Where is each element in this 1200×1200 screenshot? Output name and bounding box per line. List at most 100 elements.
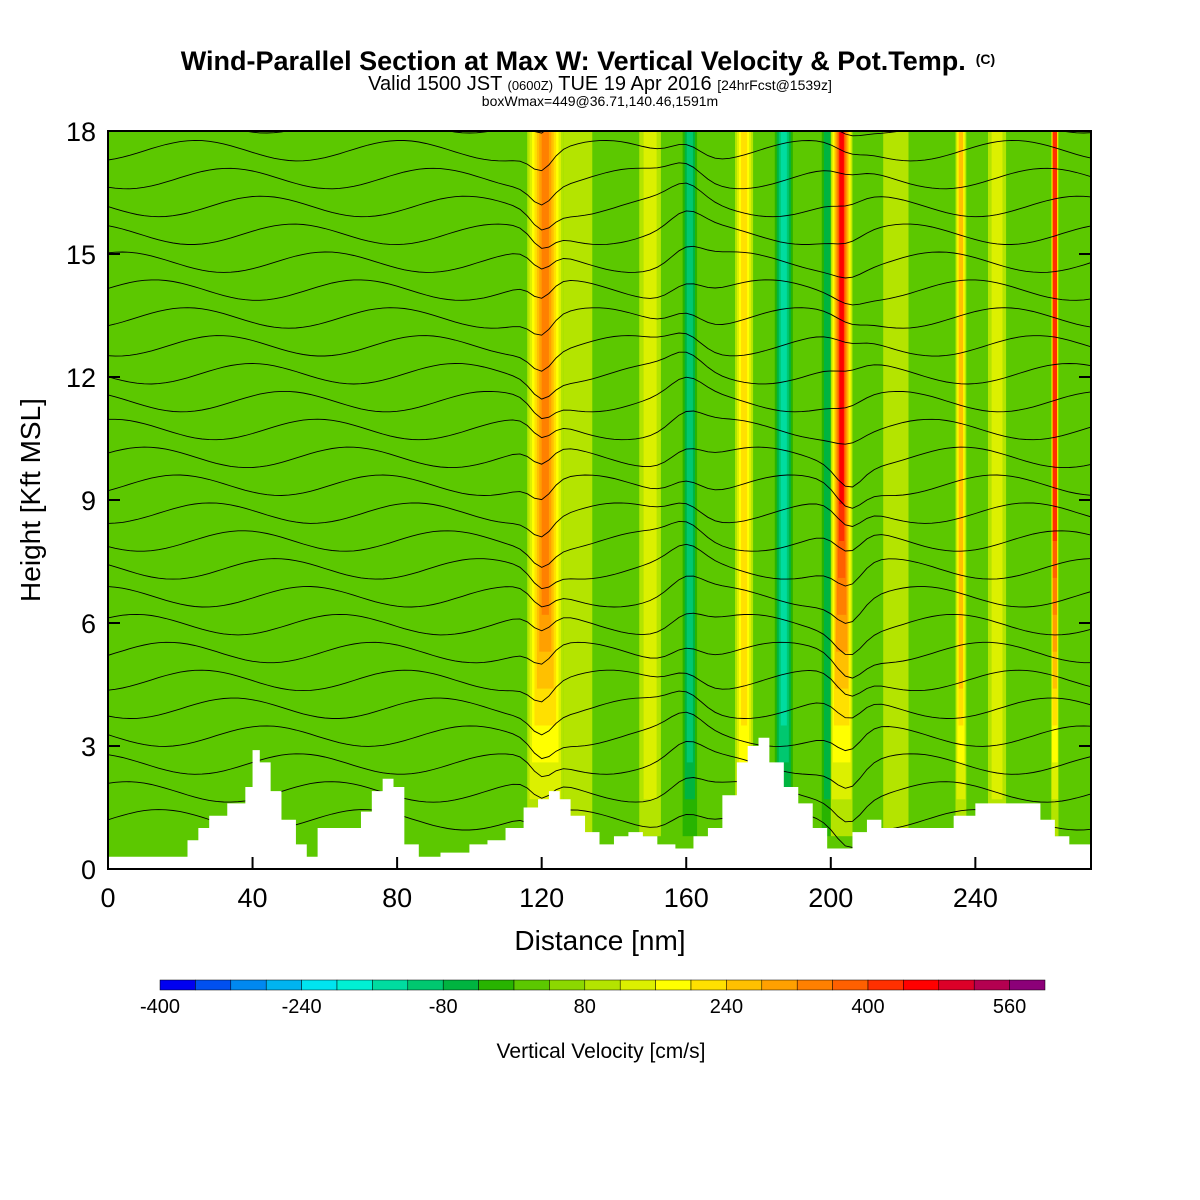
subtitle-valid: Valid 1500 JST bbox=[368, 73, 502, 95]
subtitle-forecast: [24hrFcst@1539z] bbox=[717, 77, 832, 93]
theta-contour-11 bbox=[108, 502, 1091, 538]
colorbar-swatch-18 bbox=[796, 979, 833, 991]
x-axis-label: Distance [nm] bbox=[514, 925, 685, 956]
y-tick-label-18: 18 bbox=[66, 117, 96, 147]
colorbar-swatch-5 bbox=[336, 979, 373, 991]
theta-contour-20 bbox=[108, 245, 1091, 279]
subtitle-date: TUE 19 Apr 2016 bbox=[558, 73, 711, 95]
terrain-profile bbox=[108, 737, 1091, 869]
colorbar-label-4: 240 bbox=[710, 996, 743, 1018]
x-tick-label-40: 40 bbox=[238, 883, 268, 913]
x-tick-label-240: 240 bbox=[953, 883, 998, 913]
chart-title-main: Wind-Parallel Section at Max W: Vertical… bbox=[181, 46, 966, 76]
velocity-band-11-level-8 bbox=[1052, 131, 1058, 541]
theta-contours bbox=[108, 131, 1091, 848]
colorbar-swatch-10 bbox=[513, 979, 550, 991]
theta-contour-19 bbox=[108, 279, 1091, 306]
theta-contour-23 bbox=[108, 162, 1091, 206]
colorbar-swatch-16 bbox=[726, 979, 763, 991]
x-tick-label-200: 200 bbox=[808, 883, 853, 913]
colorbar-swatch-13 bbox=[619, 979, 656, 991]
velocity-band-7-level-9 bbox=[839, 131, 844, 505]
velocity-band-6-level-3 bbox=[741, 131, 748, 726]
colorbar-swatch-6 bbox=[372, 979, 409, 991]
theta-contour-15 bbox=[108, 376, 1091, 420]
colorbar-swatch-4 bbox=[301, 979, 338, 991]
theta-contour-24 bbox=[108, 139, 1091, 172]
velocity-band-1-level-3 bbox=[780, 131, 787, 726]
colorbar-swatch-19 bbox=[832, 979, 869, 991]
colorbar-label-2: -80 bbox=[429, 996, 458, 1018]
theta-contour-6 bbox=[108, 641, 1091, 679]
theta-contour-3 bbox=[108, 711, 1091, 760]
chart-title-mark: (C) bbox=[976, 51, 995, 67]
chart-title: Wind-Parallel Section at Max W: Vertical… bbox=[181, 46, 995, 76]
colorbar-swatch-7 bbox=[407, 979, 444, 991]
chart-subtitle: Valid 1500 JST (0600Z) TUE 19 Apr 2016 [… bbox=[368, 73, 832, 95]
y-axis-label: Height [Kft MSL] bbox=[15, 398, 46, 602]
colorbar-swatch-21 bbox=[903, 979, 940, 991]
theta-contour-8 bbox=[108, 575, 1091, 624]
colorbar-swatch-2 bbox=[230, 979, 267, 991]
subtitle-utc: (0600Z) bbox=[508, 78, 554, 93]
velocity-band-10-level-1 bbox=[991, 131, 1003, 800]
colorbar-title: Vertical Velocity [cm/s] bbox=[497, 1040, 706, 1063]
theta-contour-2 bbox=[108, 741, 1091, 789]
colorbar-swatch-3 bbox=[265, 979, 302, 991]
x-axis: 0 40 80 120 160 200 240 bbox=[100, 857, 998, 913]
theta-contour-22 bbox=[108, 182, 1091, 231]
y-tick-label-15: 15 bbox=[66, 240, 96, 270]
theta-contour-9 bbox=[108, 543, 1091, 590]
chart-subtitle-box: boxWmax=449@36.71,140.46,1591m bbox=[482, 93, 718, 109]
colorbar-swatch-12 bbox=[584, 979, 621, 991]
theta-contour-14 bbox=[108, 410, 1091, 445]
colorbar-swatch-0 bbox=[159, 979, 196, 991]
y-tick-label-9: 9 bbox=[81, 486, 96, 516]
colorbar: -400 -240 -80 80 240 400 560 bbox=[140, 979, 1046, 1018]
plot-background bbox=[108, 131, 1091, 869]
plot-area bbox=[108, 131, 1091, 869]
y-tick-label-12: 12 bbox=[66, 363, 96, 393]
y-tick-label-6: 6 bbox=[81, 609, 96, 639]
colorbar-swatch-17 bbox=[761, 979, 798, 991]
colorbar-swatch-20 bbox=[867, 979, 904, 991]
colorbar-swatch-8 bbox=[442, 979, 479, 991]
x-tick-label-80: 80 bbox=[382, 883, 412, 913]
theta-contour-4 bbox=[108, 690, 1091, 736]
theta-contour-12 bbox=[108, 474, 1091, 509]
x-tick-label-160: 160 bbox=[664, 883, 709, 913]
colorbar-swatch-11 bbox=[549, 979, 586, 991]
x-tick-label-0: 0 bbox=[100, 883, 115, 913]
velocity-band-0-level-2 bbox=[686, 131, 693, 763]
colorbar-swatch-15 bbox=[690, 979, 727, 991]
velocity-band-3-level-6 bbox=[541, 131, 549, 615]
colorbar-swatch-22 bbox=[938, 979, 975, 991]
colorbar-label-1: -240 bbox=[282, 996, 322, 1018]
theta-contour-13 bbox=[108, 446, 1091, 488]
y-tick-label-0: 0 bbox=[81, 855, 96, 885]
colorbar-label-3: 80 bbox=[574, 996, 596, 1018]
x-tick-label-120: 120 bbox=[519, 883, 564, 913]
theta-contour-16 bbox=[108, 351, 1091, 400]
theta-contour-21 bbox=[108, 210, 1091, 249]
colorbar-label-6: 560 bbox=[993, 996, 1026, 1018]
theta-contour-7 bbox=[108, 612, 1091, 656]
theta-contour-17 bbox=[108, 332, 1091, 372]
terrain bbox=[108, 737, 1091, 869]
velocity-band-2-level-1 bbox=[823, 131, 831, 800]
colorbar-swatch-14 bbox=[655, 979, 692, 991]
colorbar-swatch-23 bbox=[973, 979, 1010, 991]
velocity-band-9-level-4 bbox=[958, 131, 964, 689]
theta-contour-18 bbox=[108, 307, 1091, 336]
theta-contour-25 bbox=[242, 131, 1091, 137]
colorbar-label-0: -400 bbox=[140, 996, 180, 1018]
velocity-band-8-level-0 bbox=[883, 131, 909, 837]
colorbar-swatch-24 bbox=[1009, 979, 1046, 991]
y-axis: 0 3 6 9 12 15 18 bbox=[66, 117, 1091, 885]
colorbar-swatch-1 bbox=[195, 979, 232, 991]
colorbar-label-5: 400 bbox=[851, 996, 884, 1018]
theta-contour-5 bbox=[108, 669, 1091, 703]
theta-contour-10 bbox=[108, 520, 1091, 568]
colorbar-swatch-9 bbox=[478, 979, 515, 991]
